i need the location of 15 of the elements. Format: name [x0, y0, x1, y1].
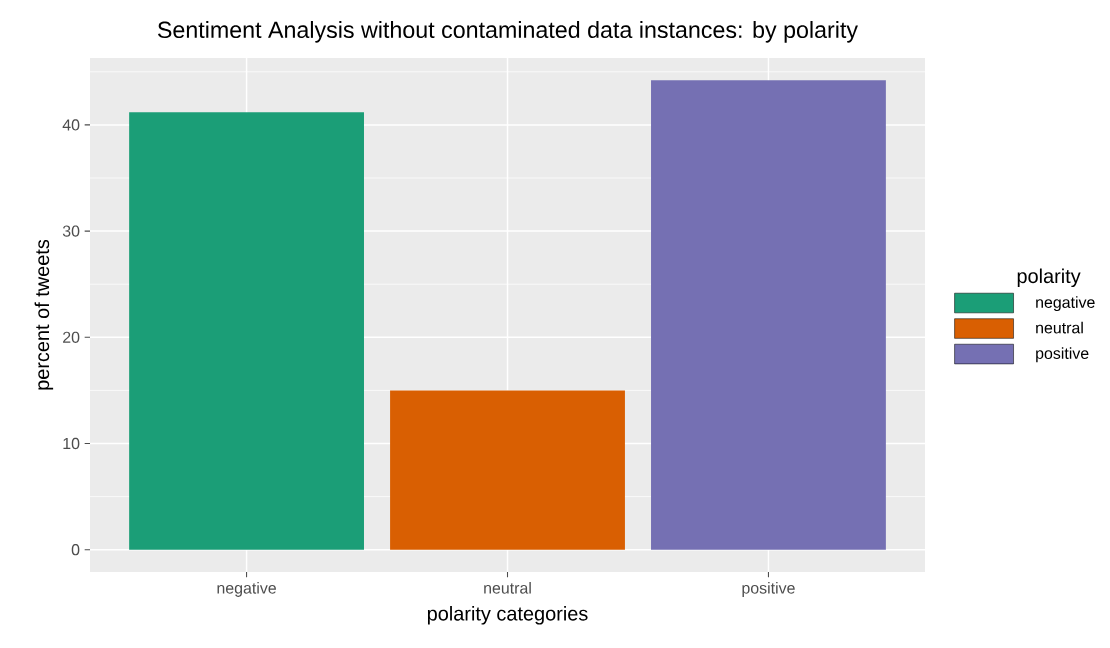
y-tick-label: 10: [63, 437, 80, 450]
legend-title: polarity: [1017, 268, 1081, 288]
chart-title: Sentiment Analysis without contaminated data instances: by polarity: [157, 20, 858, 43]
y-tick-label: 20: [63, 331, 80, 343]
x-tick-label: positive: [742, 582, 795, 597]
y-tick-label: 0: [71, 544, 80, 556]
y-axis-title: percent of tweets: [34, 239, 54, 390]
legend-label: negative: [1036, 296, 1095, 312]
x-tick-label: negative: [217, 582, 276, 597]
legend-label: positive: [1036, 347, 1089, 363]
y-tick-label: 30: [62, 225, 80, 237]
legend-label: neutral: [1036, 321, 1083, 334]
x-axis-title: polarity categories: [427, 606, 588, 625]
x-tick-label: neutral: [484, 582, 531, 594]
y-tick-label: 40: [62, 119, 80, 131]
